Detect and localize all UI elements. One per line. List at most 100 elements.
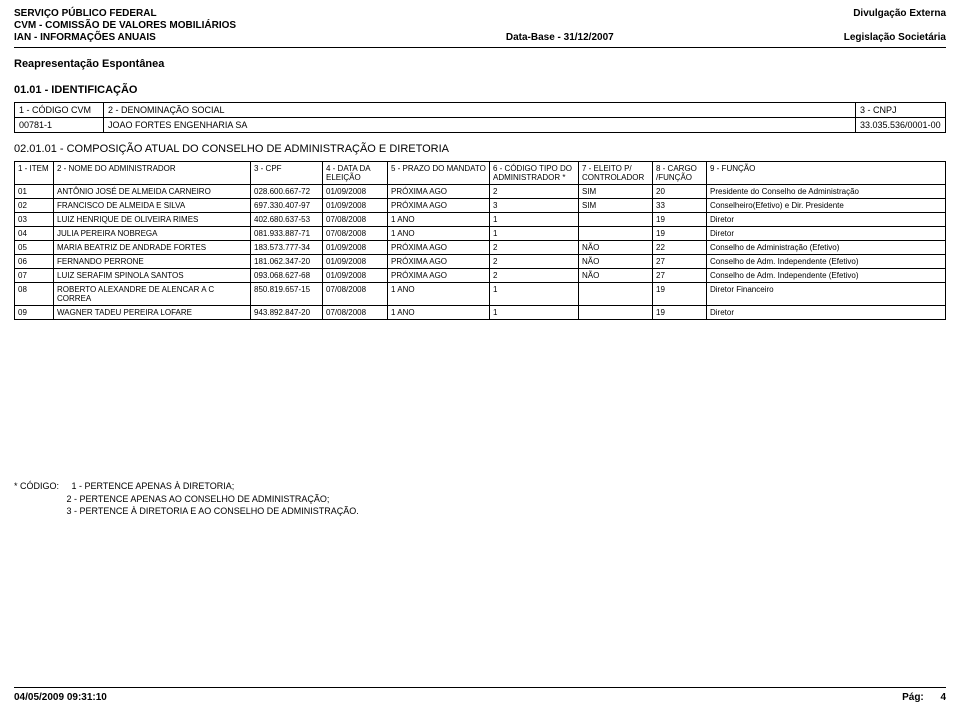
identification-value-row: 00781-1 JOAO FORTES ENGENHARIA SA 33.035… — [14, 118, 946, 133]
footnote-line-1: 1 - PERTENCE APENAS À DIRETORIA; — [72, 481, 235, 491]
cell-nome: ANTÔNIO JOSÉ DE ALMEIDA CARNEIRO — [54, 185, 251, 199]
id-value-denominacao: JOAO FORTES ENGENHARIA SA — [104, 118, 856, 133]
cell-funcao: Diretor — [707, 227, 946, 241]
cell-item: 05 — [15, 241, 54, 255]
cell-data: 01/09/2008 — [323, 199, 388, 213]
section-1-title: 01.01 - IDENTIFICAÇÃO — [14, 84, 946, 96]
section-2-title: 02.01.01 - COMPOSIÇÃO ATUAL DO CONSELHO … — [14, 143, 946, 155]
table-row: 02FRANCISCO DE ALMEIDA E SILVA697.330.40… — [15, 199, 946, 213]
cell-cpf: 850.819.657-15 — [251, 283, 323, 306]
cell-prazo: 1 ANO — [388, 283, 490, 306]
cell-cpf: 028.600.667-72 — [251, 185, 323, 199]
footer-page-label: Pág: — [902, 692, 924, 703]
document-page: SERVIÇO PÚBLICO FEDERAL Divulgação Exter… — [0, 0, 960, 711]
cell-eleito: NÃO — [579, 241, 653, 255]
col-funcao: 9 - FUNÇÃO — [707, 162, 946, 185]
cell-prazo: PRÓXIMA AGO — [388, 269, 490, 283]
cell-prazo: PRÓXIMA AGO — [388, 185, 490, 199]
org-name-1: SERVIÇO PÚBLICO FEDERAL — [14, 8, 157, 19]
cell-funcao: Conselho de Adm. Independente (Efetivo) — [707, 269, 946, 283]
header-line-1: SERVIÇO PÚBLICO FEDERAL Divulgação Exter… — [14, 8, 946, 19]
cell-cargo: 22 — [653, 241, 707, 255]
header-right-3: Legislação Societária — [844, 32, 946, 43]
cell-prazo: PRÓXIMA AGO — [388, 255, 490, 269]
cell-nome: FERNANDO PERRONE — [54, 255, 251, 269]
cell-eleito: SIM — [579, 185, 653, 199]
header-rule — [14, 47, 946, 48]
cell-item: 03 — [15, 213, 54, 227]
cell-tipo: 1 — [490, 283, 579, 306]
footnote-line-3: 3 - PERTENCE À DIRETORIA E AO CONSELHO D… — [67, 506, 359, 516]
cell-tipo: 3 — [490, 199, 579, 213]
cell-cargo: 19 — [653, 213, 707, 227]
org-name-2: CVM - COMISSÃO DE VALORES MOBILIÁRIOS — [14, 20, 946, 31]
cell-cpf: 093.068.627-68 — [251, 269, 323, 283]
cell-eleito — [579, 227, 653, 241]
cell-funcao: Conselho de Administração (Efetivo) — [707, 241, 946, 255]
cell-tipo: 2 — [490, 185, 579, 199]
header-line-3: IAN - INFORMAÇÕES ANUAIS Data-Base - 31/… — [14, 32, 946, 43]
cell-nome: JULIA PEREIRA NOBREGA — [54, 227, 251, 241]
cell-data: 07/08/2008 — [323, 283, 388, 306]
cell-prazo: PRÓXIMA AGO — [388, 199, 490, 213]
cell-item: 02 — [15, 199, 54, 213]
cell-prazo: 1 ANO — [388, 306, 490, 320]
col-cargo: 8 - CARGO /FUNÇÃO — [653, 162, 707, 185]
footer-page-number: 4 — [940, 692, 946, 703]
table-row: 05MARIA BEATRIZ DE ANDRADE FORTES183.573… — [15, 241, 946, 255]
cell-cpf: 697.330.407-97 — [251, 199, 323, 213]
cell-cargo: 20 — [653, 185, 707, 199]
cell-cpf: 943.892.847-20 — [251, 306, 323, 320]
footnote-block: * CÓDIGO: 1 - PERTENCE APENAS À DIRETORI… — [14, 480, 946, 518]
reapresentacao-label: Reapresentação Espontânea — [14, 58, 946, 70]
cell-item: 09 — [15, 306, 54, 320]
cell-item: 04 — [15, 227, 54, 241]
table-row: 04JULIA PEREIRA NOBREGA081.933.887-7107/… — [15, 227, 946, 241]
col-nome: 2 - NOME DO ADMINISTRADOR — [54, 162, 251, 185]
col-cpf: 3 - CPF — [251, 162, 323, 185]
table-row: 06FERNANDO PERRONE181.062.347-2001/09/20… — [15, 255, 946, 269]
cell-tipo: 2 — [490, 241, 579, 255]
cell-data: 01/09/2008 — [323, 241, 388, 255]
cell-eleito: SIM — [579, 199, 653, 213]
cell-funcao: Diretor Financeiro — [707, 283, 946, 306]
cell-item: 01 — [15, 185, 54, 199]
cell-eleito — [579, 306, 653, 320]
cell-prazo: PRÓXIMA AGO — [388, 241, 490, 255]
footnote-label: * CÓDIGO: — [14, 481, 59, 491]
cell-cargo: 27 — [653, 255, 707, 269]
administradores-table: 1 - ITEM 2 - NOME DO ADMINISTRADOR 3 - C… — [14, 161, 946, 320]
cell-funcao: Presidente do Conselho de Administração — [707, 185, 946, 199]
org-name-3: IAN - INFORMAÇÕES ANUAIS — [14, 32, 156, 43]
table-row: 01ANTÔNIO JOSÉ DE ALMEIDA CARNEIRO028.60… — [15, 185, 946, 199]
cell-cpf: 183.573.777-34 — [251, 241, 323, 255]
cell-item: 06 — [15, 255, 54, 269]
database-label: Data-Base - 31/12/2007 — [506, 32, 614, 43]
cell-cargo: 27 — [653, 269, 707, 283]
cell-funcao: Conselheiro(Efetivo) e Dir. Presidente — [707, 199, 946, 213]
cell-funcao: Conselho de Adm. Independente (Efetivo) — [707, 255, 946, 269]
col-data: 4 - DATA DA ELEIÇÃO — [323, 162, 388, 185]
footnote-line-2: 2 - PERTENCE APENAS AO CONSELHO DE ADMIN… — [67, 494, 330, 504]
id-value-codigo-cvm: 00781-1 — [14, 118, 104, 133]
cell-prazo: 1 ANO — [388, 227, 490, 241]
table-row: 03LUIZ HENRIQUE DE OLIVEIRA RIMES402.680… — [15, 213, 946, 227]
table-row: 08ROBERTO ALEXANDRE DE ALENCAR A C CORRE… — [15, 283, 946, 306]
col-prazo: 5 - PRAZO DO MANDATO — [388, 162, 490, 185]
cell-funcao: Diretor — [707, 213, 946, 227]
footer-timestamp: 04/05/2009 09:31:10 — [14, 692, 107, 703]
cell-data: 07/08/2008 — [323, 227, 388, 241]
col-item: 1 - ITEM — [15, 162, 54, 185]
cell-prazo: 1 ANO — [388, 213, 490, 227]
cell-nome: MARIA BEATRIZ DE ANDRADE FORTES — [54, 241, 251, 255]
cell-data: 01/09/2008 — [323, 269, 388, 283]
cell-item: 07 — [15, 269, 54, 283]
cell-data: 01/09/2008 — [323, 185, 388, 199]
identification-header-row: 1 - CÓDIGO CVM 2 - DENOMINAÇÃO SOCIAL 3 … — [14, 102, 946, 118]
cell-eleito: NÃO — [579, 255, 653, 269]
footer-page: Pág: 4 — [902, 692, 946, 703]
cell-tipo: 1 — [490, 213, 579, 227]
cell-cpf: 181.062.347-20 — [251, 255, 323, 269]
cell-eleito — [579, 283, 653, 306]
cell-funcao: Diretor — [707, 306, 946, 320]
